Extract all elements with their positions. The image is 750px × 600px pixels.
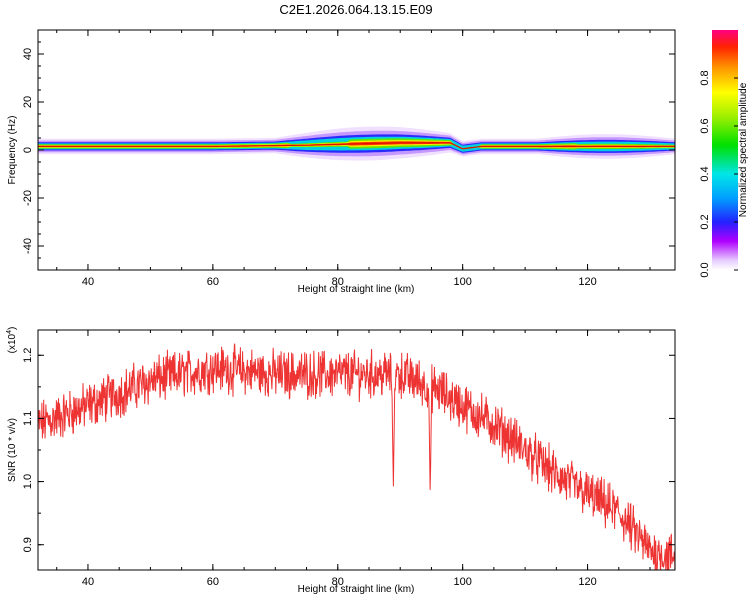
snr-xtick-label: 80 <box>332 576 344 588</box>
snr-multiplier: (x104) <box>6 327 18 354</box>
spectrogram-xtick-label: 40 <box>82 276 94 288</box>
colorbar-tick-label: 0.4 <box>699 166 711 181</box>
spectrogram-xtick-label: 100 <box>453 276 471 288</box>
colorbar-label: Normalized spectral amplitude <box>738 82 749 217</box>
snr-multiplier-base: (x104) <box>6 327 18 354</box>
spectrogram-ytick-label: 20 <box>22 96 34 108</box>
figure-title: C2E1.2026.064.13.15.E09 <box>279 2 432 17</box>
spectrogram-ylabel: Frequency (Hz) <box>7 116 18 185</box>
snr-xtick-label: 100 <box>453 576 471 588</box>
spectral-band <box>38 126 675 161</box>
spectrogram-xtick-label: 60 <box>207 276 219 288</box>
spectrogram-ytick-label: -20 <box>22 190 34 206</box>
colorbar-tick-label: 0.6 <box>699 118 711 133</box>
snr-panel: 40 60 80 100 120 0.9 1.0 1.1 1.2 Height of strai… <box>6 327 676 595</box>
snr-series-line <box>38 343 675 570</box>
colorbar-tick-label: 0.0 <box>699 262 711 277</box>
snr-ytick-label: 1.1 <box>22 411 34 426</box>
spectrogram-xtick-label: 120 <box>578 276 596 288</box>
spectrogram-panel: 40 60 80 100 120 40 20 0 -20 -40 Height of straig… <box>7 29 676 295</box>
snr-xtick-label: 60 <box>207 576 219 588</box>
snr-ytick-label: 1.2 <box>22 348 34 363</box>
snr-ytick-label: 0.9 <box>22 537 34 552</box>
colorbar-gradient <box>712 30 738 270</box>
spectrogram-ytick-label: -40 <box>22 238 34 254</box>
snr-xtick-label: 120 <box>578 576 596 588</box>
colorbar-tick-label: 0.8 <box>699 70 711 85</box>
spectrogram-ytick-label: 40 <box>22 48 34 60</box>
snr-xtick-label: 40 <box>82 576 94 588</box>
spectrogram-xtick-label: 80 <box>332 276 344 288</box>
band-core <box>38 142 675 150</box>
spectrogram-xlabel: Height of straight line (km) <box>298 284 415 295</box>
colorbar: 0.0 0.2 0.4 0.6 0.8 Normalized spectral ampl… <box>699 30 749 278</box>
colorbar-tick-label: 0.2 <box>699 214 711 229</box>
snr-ytick-label: 1.0 <box>22 474 34 489</box>
snr-xlabel: Height of straight line (km) <box>298 584 415 595</box>
snr-ylabel: SNR (10 * v/v) <box>7 418 18 482</box>
band-red <box>38 141 675 149</box>
spectrogram-ytick-label: 0 <box>22 147 34 153</box>
